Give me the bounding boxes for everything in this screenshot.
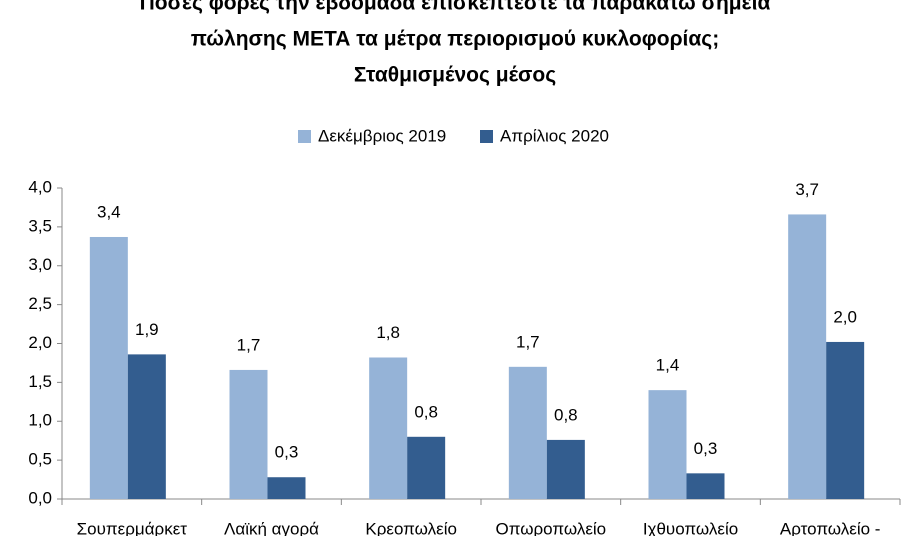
y-tick-label: 2,0 [28,333,52,352]
data-label: 1,9 [135,320,159,339]
data-label: 3,4 [97,202,121,221]
x-tick-label: Σουπερμάρκετ [77,519,188,536]
y-tick-label: 3,5 [28,216,52,235]
data-label: 1,8 [376,323,400,342]
legend-swatch [480,130,493,143]
data-label: 0,3 [694,439,718,458]
chart-title: Πόσες φορές την εβδομάδα επισκέπτεστε τα… [140,0,771,15]
x-tick-label: Ιχθυοπωλείο [643,519,738,536]
bar [686,473,725,499]
y-tick-label: 1,5 [28,372,52,391]
x-tick-label: Λαϊκή αγορά [224,519,319,536]
data-label: 0,8 [554,405,578,424]
data-label: 1,7 [516,332,540,351]
bar [267,477,306,499]
data-label: 1,4 [656,356,680,375]
x-tick-label: Αρτοπωλείο - [780,519,881,536]
y-tick-label: 4,0 [28,177,52,196]
bar [407,436,446,499]
bar [788,214,827,499]
data-label: 2,0 [833,307,857,326]
legend-label: Απρίλιος 2020 [500,126,609,145]
y-tick-label: 0,0 [28,488,52,507]
y-tick-label: 2,5 [28,294,52,313]
data-label: 0,3 [275,443,299,462]
x-tick-label: Κρεοπωλείο [365,519,457,536]
chart-subtitle: Σταθμισμένος μέσος [354,64,556,87]
y-tick-label: 3,0 [28,255,52,274]
bar [229,369,268,499]
data-label: 3,7 [795,180,819,199]
bar [826,341,865,499]
y-tick-label: 0,5 [28,450,52,469]
legend-label: Δεκέμβριος 2019 [318,126,446,145]
bar [508,366,547,499]
data-label: 0,8 [414,402,438,421]
bar [648,390,687,499]
data-label: 1,7 [237,335,261,354]
bar [546,439,585,499]
chart-title: πώλησης ΜΕΤΑ τα μέτρα περιορισμού κυκλοφ… [191,28,719,51]
y-tick-label: 1,0 [28,411,52,430]
bar [127,354,166,499]
legend-swatch [298,130,311,143]
bar [89,236,128,500]
x-tick-label: Οπωροπωλείο [496,519,607,536]
bar [369,357,408,499]
